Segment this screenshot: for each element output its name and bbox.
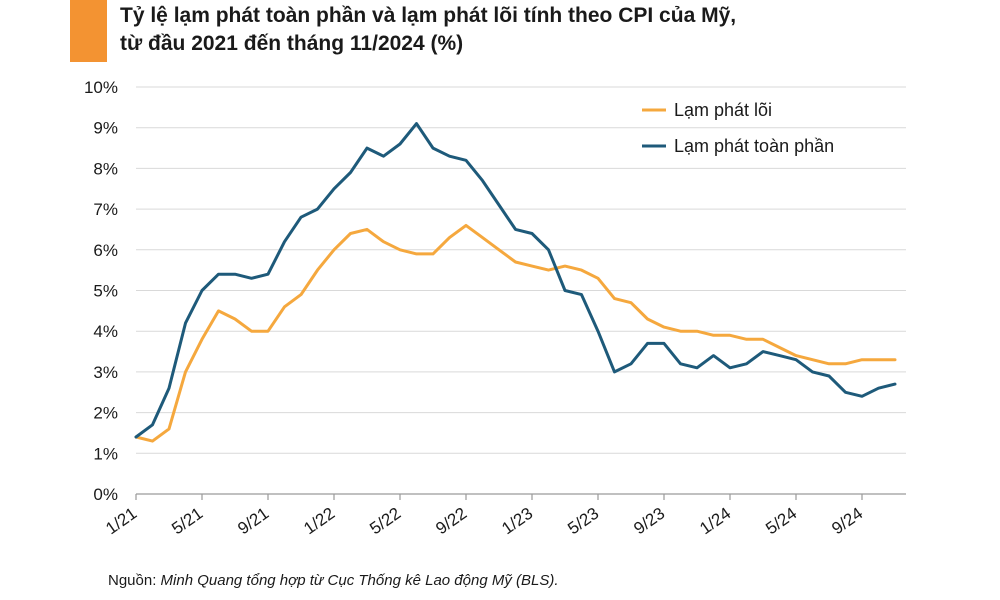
x-tick-label: 1/22 bbox=[300, 504, 338, 539]
series-layer bbox=[134, 122, 897, 443]
x-tick-label: 9/24 bbox=[828, 504, 866, 539]
x-tick-label: 1/24 bbox=[696, 504, 734, 539]
y-tick-label: 0% bbox=[93, 485, 118, 504]
series-line-headline bbox=[134, 122, 897, 439]
grid-layer bbox=[136, 86, 906, 454]
source-text: Minh Quang tổng hợp từ Cục Thống kê Lao … bbox=[160, 572, 559, 589]
series-line-core bbox=[134, 223, 897, 443]
x-tick-label: 5/22 bbox=[366, 504, 404, 539]
y-tick-label: 8% bbox=[93, 159, 118, 178]
x-tick-label: 9/23 bbox=[630, 504, 668, 539]
y-tick-label: 7% bbox=[93, 200, 118, 219]
x-tick-label: 9/21 bbox=[234, 504, 272, 539]
chart-title-line-2: từ đầu 2021 đến tháng 11/2024 (%) bbox=[120, 32, 464, 55]
y-tick-label: 3% bbox=[93, 363, 118, 382]
title-accent-bar bbox=[70, 0, 107, 62]
x-tick-label: 5/23 bbox=[564, 504, 602, 539]
x-tick-label: 9/22 bbox=[432, 504, 470, 539]
x-tick-label: 5/24 bbox=[762, 504, 800, 539]
x-tick-label: 5/21 bbox=[168, 504, 206, 539]
y-tick-label: 10% bbox=[84, 78, 118, 97]
legend-label-headline: Lạm phát toàn phần bbox=[674, 136, 834, 156]
chart-title: Tỷ lệ lạm phát toàn phần và lạm phát lõi… bbox=[120, 2, 980, 58]
legend-label-core: Lạm phát lõi bbox=[674, 100, 772, 120]
x-tick-label: 1/23 bbox=[498, 504, 536, 539]
chart-title-line-1: Tỷ lệ lạm phát toàn phần và lạm phát lõi… bbox=[120, 4, 737, 27]
y-tick-label: 4% bbox=[93, 322, 118, 341]
y-tick-label: 6% bbox=[93, 241, 118, 260]
y-tick-label: 5% bbox=[93, 282, 118, 301]
x-tick-label: 1/21 bbox=[102, 504, 140, 539]
source-note: Nguồn: Minh Quang tổng hợp từ Cục Thống … bbox=[108, 572, 559, 589]
source-label: Nguồn: bbox=[108, 572, 157, 589]
y-tick-label: 9% bbox=[93, 119, 118, 138]
y-tick-label: 2% bbox=[93, 404, 118, 423]
legend: Lạm phát lõi Lạm phát toàn phần bbox=[642, 100, 834, 156]
y-tick-label: 1% bbox=[93, 444, 118, 463]
